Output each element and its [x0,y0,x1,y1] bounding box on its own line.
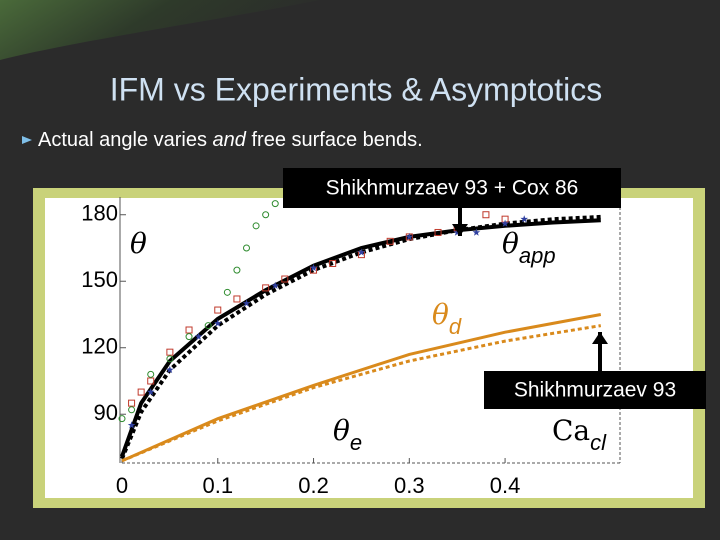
data-point [271,200,279,208]
data-point [357,248,366,256]
slide-title: IFM vs Experiments & Asymptotics [110,71,603,107]
data-point [453,228,461,236]
bullet-part: Actual angle varies [38,129,213,151]
data-point [501,219,509,227]
data-point [252,222,260,230]
bullet-text: Actual angle varies and free surface ben… [38,129,423,151]
data-point [281,275,289,283]
data-point [166,365,174,374]
annotation: θ [130,227,147,260]
data-point [482,211,490,219]
data-point [147,377,155,385]
data-point [194,332,203,340]
data-point [214,319,222,327]
annotation: θd [432,298,462,339]
x-tick-label: 0.2 [298,473,329,498]
annotation-symbol: Ca [552,414,590,447]
data-point [243,244,250,252]
curve [120,218,601,458]
data-point [214,306,222,314]
data-point [147,370,155,378]
x-tick-label: 0.1 [202,473,233,498]
curve [121,313,602,463]
decor-band [0,0,320,60]
data-point [204,322,212,330]
data-point [146,388,155,396]
data-point [262,284,270,292]
callout-arrowhead [452,224,468,236]
data-point [262,211,270,219]
annotation: θe [333,414,362,455]
data-point [233,266,241,274]
bullet-icon [22,136,32,144]
data-point [520,215,528,223]
y-tick-label: 150 [81,267,118,292]
data-point [472,228,481,236]
data-point [242,299,251,307]
data-point [166,348,174,356]
data-point [185,333,193,341]
annotation-subscript: cl [590,430,607,455]
data-point [127,421,136,429]
annotation: Cacl [552,414,607,455]
annotation-subscript: app [519,243,556,268]
x-tick-label: 0 [116,473,128,498]
data-point [233,295,241,303]
data-point [223,288,231,296]
x-tick-label: 0.3 [394,473,425,498]
annotation-symbol: θ [333,414,350,447]
callout-box [283,168,621,208]
curve [121,324,602,463]
data-point [128,406,136,414]
data-point [166,355,174,363]
y-tick-label: 120 [81,334,118,359]
annotation-symbol: θ [432,298,449,331]
callout-box [484,371,706,409]
callout-text: Shikhmurzaev 93 [514,379,676,402]
annotation-symbol: θ [130,227,147,260]
data-point [185,326,193,334]
data-point [329,260,337,267]
data-point [128,399,136,407]
data-point [386,237,394,245]
data-point [405,232,414,241]
annotation-symbol: θ [502,227,519,260]
data-point [137,388,145,396]
bullet-part: and [213,129,247,151]
data-point [434,228,442,236]
annotation-subscript: d [449,314,462,339]
curve [120,214,601,460]
y-tick-label: 180 [81,201,118,226]
x-tick-label: 0.4 [490,473,521,498]
bullet-part: free surface bends. [246,129,423,151]
data-point [271,281,279,289]
data-point [118,415,126,423]
annotation-subscript: e [350,430,362,455]
annotation: θapp [502,227,556,268]
y-tick-label: 90 [94,400,118,425]
data-point [309,263,318,272]
callout-arrowhead [592,332,608,344]
callout-text: Shikhmurzaev 93 + Cox 86 [326,177,579,200]
